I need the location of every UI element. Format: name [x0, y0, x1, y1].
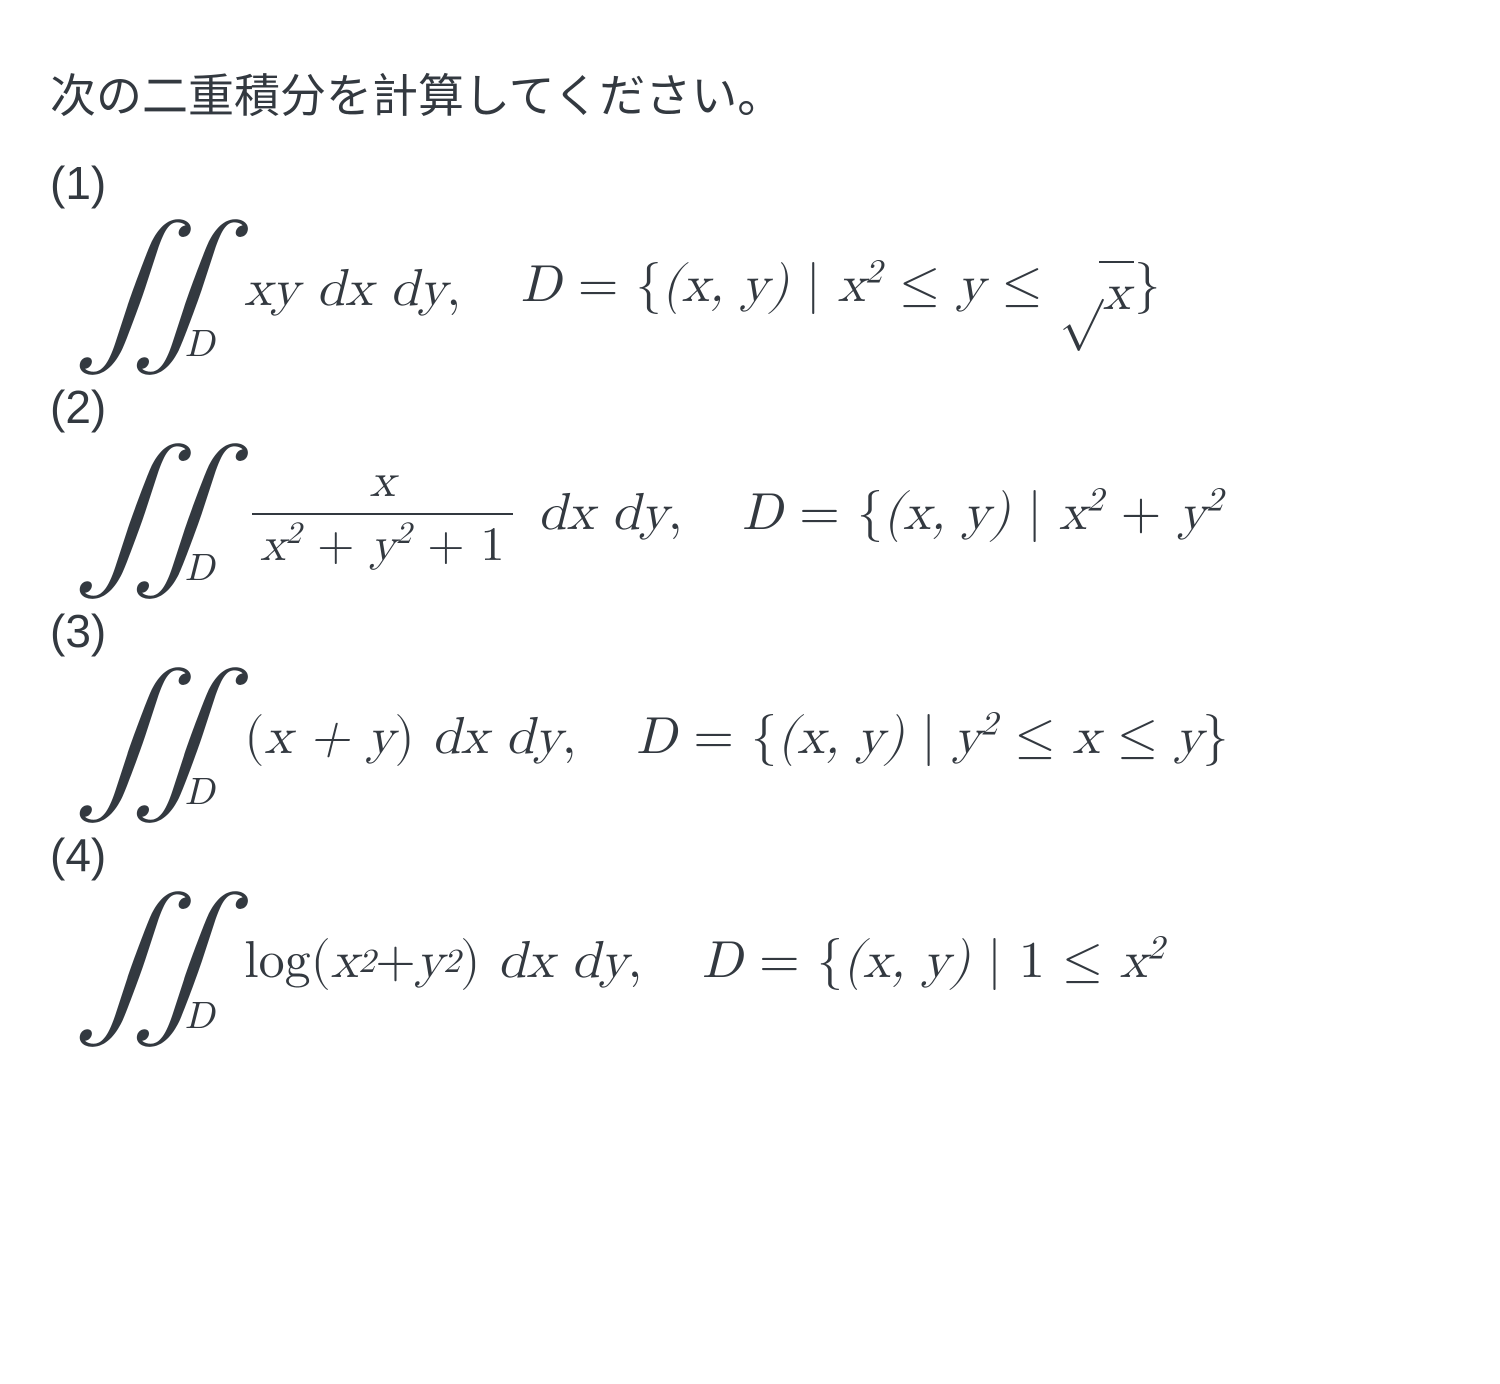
domain-1: D = {(x, y) | x2 ≤ y ≤ √x} [521, 255, 1160, 325]
domain-4: D = {(x, y) | 1 ≤ x2 [702, 931, 1164, 993]
double-integral-symbol: ∫∫ D [80, 444, 204, 584]
problem-1-label: (1) [50, 156, 1450, 210]
problem-3: (3) ∫∫ D (x + y) dx dy , D = {(x, y) | y… [50, 604, 1450, 808]
problem-3-label: (3) [50, 604, 1450, 658]
integrand-4: log(x2 + y2) dx dy , D = {(x, y) | 1 ≤ x… [244, 931, 1164, 993]
integrand-1: xy dx dy , D = {(x, y) | x2 ≤ y ≤ √x} [244, 255, 1160, 325]
double-integral-symbol: ∫∫ D [80, 892, 204, 1032]
fraction: x x2 + y2 + 1 [252, 451, 512, 577]
problem-2-label: (2) [50, 380, 1450, 434]
domain-3: D = {(x, y) | y2 ≤ x ≤ y} [636, 707, 1228, 769]
problem-2-math: ∫∫ D x x2 + y2 + 1 dx dy , D = {(x, y) |… [80, 444, 1450, 584]
problem-1: (1) ∫∫ D xy dx dy , D = {(x, y) | x2 ≤ y… [50, 156, 1450, 360]
problem-2: (2) ∫∫ D x x2 + y2 + 1 dx dy , D = {(x, … [50, 380, 1450, 584]
integrand-3: (x + y) dx dy , D = {(x, y) | y2 ≤ x ≤ y… [244, 707, 1228, 769]
instruction-text: 次の二重積分を計算してください。 [50, 60, 1450, 126]
double-integral-symbol: ∫∫ D [80, 220, 204, 360]
problem-3-math: ∫∫ D (x + y) dx dy , D = {(x, y) | y2 ≤ … [80, 668, 1450, 808]
problem-1-math: ∫∫ D xy dx dy , D = {(x, y) | x2 ≤ y ≤ √… [80, 220, 1450, 360]
integrand-2: x x2 + y2 + 1 dx dy , D = {(x, y) | x2 +… [244, 451, 1223, 577]
problem-4-math: ∫∫ D log(x2 + y2) dx dy , D = {(x, y) | … [80, 892, 1450, 1032]
problem-4: (4) ∫∫ D log(x2 + y2) dx dy , D = {(x, y… [50, 828, 1450, 1032]
double-integral-symbol: ∫∫ D [80, 668, 204, 808]
domain-2: D = {(x, y) | x2 + y2 [742, 483, 1223, 545]
problem-4-label: (4) [50, 828, 1450, 882]
